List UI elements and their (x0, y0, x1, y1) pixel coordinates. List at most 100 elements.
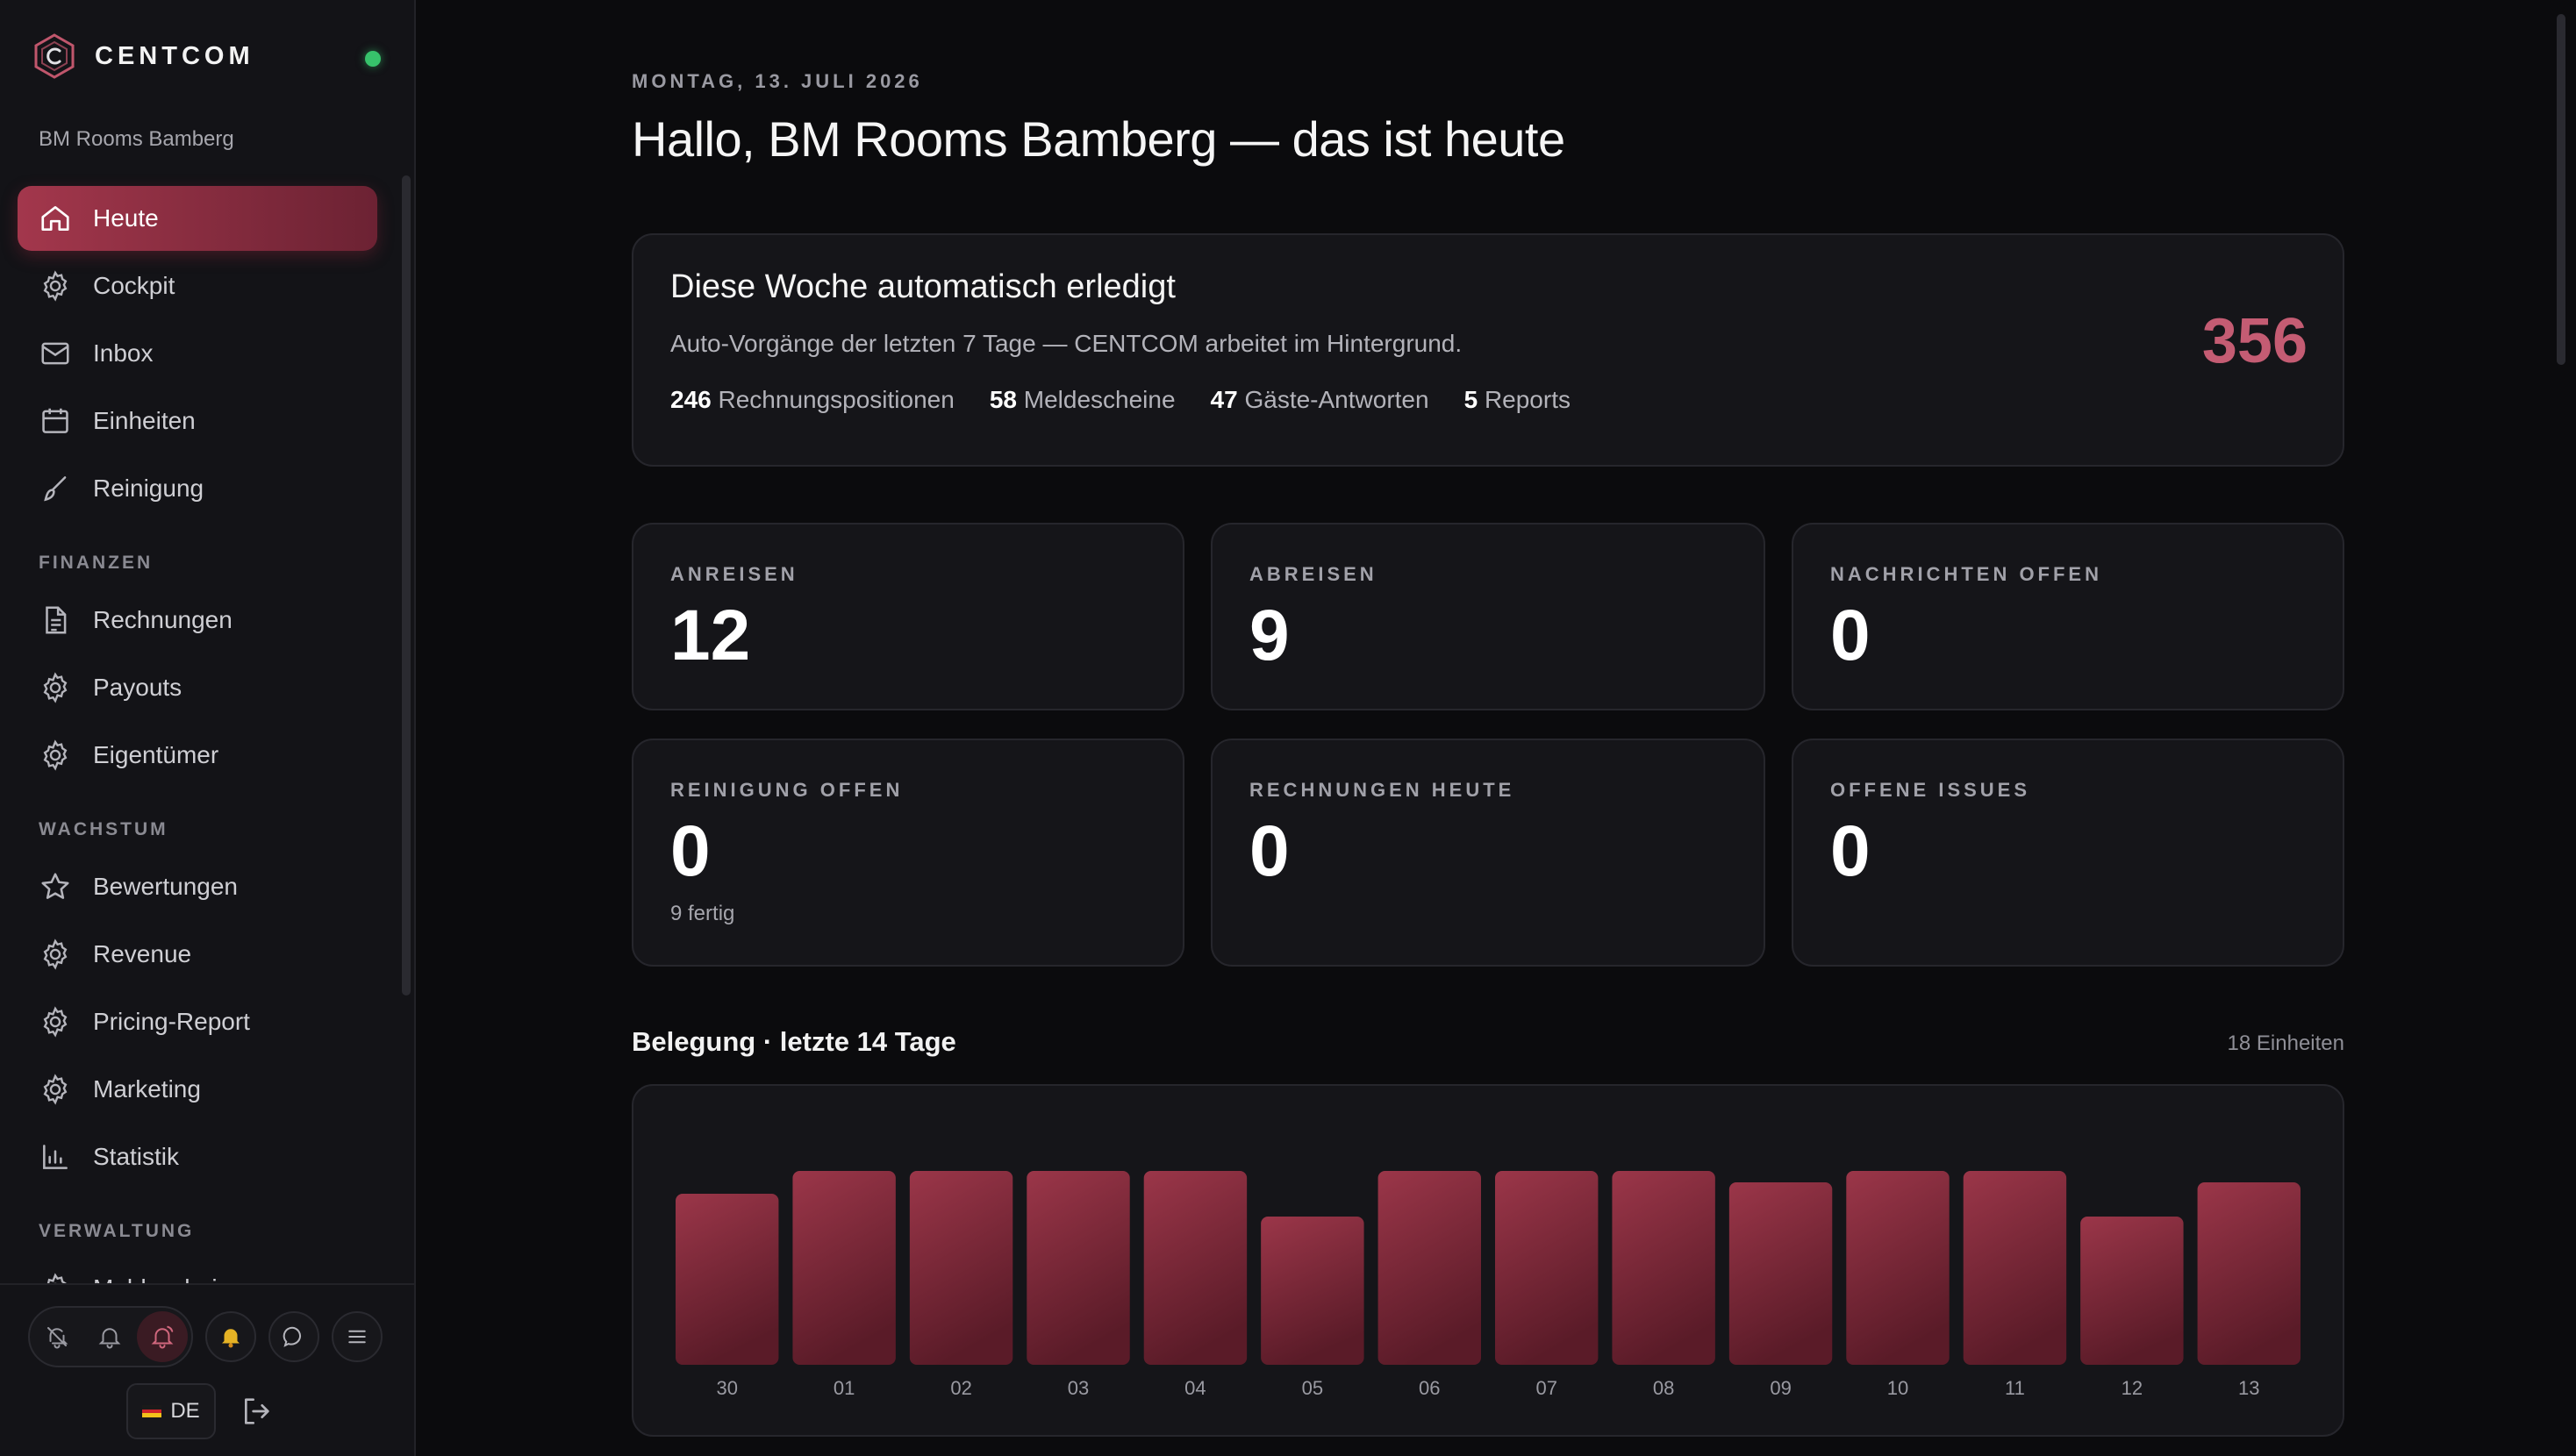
x-tick-label: 12 (2122, 1377, 2143, 1399)
automation-stat-item: 5 Reports (1463, 386, 1571, 413)
x-tick-label: 01 (834, 1377, 855, 1399)
kpi-value: 9 (1249, 596, 1290, 675)
x-tick-label: 30 (716, 1377, 737, 1399)
page-scrollbar[interactable] (2557, 14, 2565, 365)
sidebar-item-label: Revenue (93, 940, 192, 967)
kpi-card-abreisen[interactable]: ABREISEN 9 (1211, 523, 1765, 710)
sidebar-item-label: Inbox (93, 339, 154, 367)
automation-stat-item: 246 Rechnungspositionen (670, 386, 955, 413)
kpi-label: ABREISEN (1249, 563, 1377, 585)
nav-section-verwaltung: VERWALTUNG (39, 1221, 195, 1241)
kpi-value: 12 (670, 596, 751, 675)
kpi-card-offene-issues[interactable]: OFFENE ISSUES 0 (1792, 739, 2344, 967)
occupancy-bar[interactable] (1143, 1171, 1248, 1365)
occupancy-bar-chart: 30 01 02 03 04 05 06 07 08 09 10 11 12 13 (676, 1171, 2301, 1399)
language-switch-button[interactable]: DE (126, 1383, 216, 1439)
logout-icon[interactable] (239, 1394, 274, 1429)
gear-icon (43, 1074, 68, 1105)
sidebar-item-revenue[interactable]: Revenue (18, 922, 377, 987)
sidebar-item-statistik[interactable]: Statistik (18, 1124, 377, 1189)
sidebar-item-label: Cockpit (93, 272, 175, 299)
occupancy-title: Belegung · letzte 14 Tage (632, 1026, 956, 1057)
occupancy-bar[interactable] (1377, 1171, 1481, 1365)
sidebar-scrollbar[interactable] (402, 175, 411, 996)
alerts-button[interactable] (205, 1311, 256, 1362)
sidebar-item-label: Eigentümer (93, 741, 219, 768)
occupancy-bar[interactable] (1261, 1217, 1364, 1365)
mail-icon (41, 342, 69, 365)
x-tick-label: 06 (1419, 1377, 1440, 1399)
bell-icon (98, 1328, 121, 1349)
occupancy-bar[interactable] (676, 1194, 779, 1365)
kpi-value: 0 (1830, 596, 1871, 675)
sidebar-item-marketing[interactable]: Marketing (18, 1057, 377, 1122)
occupancy-bar[interactable] (1728, 1182, 1833, 1365)
occupancy-bar[interactable] (1963, 1171, 2067, 1365)
automation-subtitle: Auto-Vorgänge der letzten 7 Tage — CENTC… (670, 330, 1463, 357)
automation-summary-card: Diese Woche automatisch erledigt Auto-Vo… (632, 233, 2344, 467)
kpi-value: 0 (1249, 811, 1290, 891)
bell-off-icon (47, 1327, 68, 1349)
occupancy-bar[interactable] (909, 1171, 1013, 1365)
sidebar-footer: DE (0, 1283, 414, 1456)
brush-icon (44, 476, 67, 502)
sidebar-item-heute[interactable]: Heute (18, 186, 377, 251)
occupancy-bar[interactable] (1846, 1171, 1950, 1365)
gear-icon (43, 672, 68, 703)
kpi-card-rechnungen-heute[interactable]: RECHNUNGEN HEUTE 0 (1211, 739, 1765, 967)
home-icon (41, 205, 69, 232)
automation-stat-item: 58 Meldescheine (989, 386, 1176, 413)
kpi-value: 0 (670, 811, 711, 891)
sidebar-item-label: Bewertungen (93, 873, 239, 900)
automation-stat-item: 47 Gäste-Antworten (1210, 386, 1429, 413)
occupancy-bar[interactable] (2080, 1217, 2184, 1365)
x-tick-label: 04 (1184, 1377, 1206, 1399)
page-title: Hallo, BM Rooms Bamberg — das ist heute (632, 111, 1565, 167)
sidebar-item-label: Einheiten (93, 407, 196, 434)
bell-ring-icon (151, 1325, 174, 1349)
nav-section-finanzen: FINANZEN (39, 553, 154, 573)
notifications-off-button[interactable] (32, 1311, 82, 1362)
sidebar-item-reinigung[interactable]: Reinigung (18, 456, 377, 521)
occupancy-bar[interactable] (2197, 1182, 2301, 1365)
notifications-ring-button[interactable] (137, 1311, 188, 1362)
occupancy-bar[interactable] (792, 1171, 896, 1365)
notifications-on-button[interactable] (84, 1311, 135, 1362)
chat-button[interactable] (268, 1311, 319, 1362)
menu-button[interactable] (332, 1311, 383, 1362)
sidebar-item-bewertungen[interactable]: Bewertungen (18, 854, 377, 919)
brand[interactable]: CENTCOM (33, 33, 254, 79)
brand-name: CENTCOM (95, 41, 254, 70)
sidebar-item-einheiten[interactable]: Einheiten (18, 389, 377, 453)
automation-title: Diese Woche automatisch erledigt (670, 268, 1176, 305)
kpi-card-reinigung-offen[interactable]: REINIGUNG OFFEN 0 9 fertig (632, 739, 1184, 967)
occupancy-bar[interactable] (1612, 1171, 1715, 1365)
sidebar-item-label: Heute (93, 204, 159, 232)
nav-section-wachstum: WACHSTUM (39, 819, 168, 839)
kpi-card-anreisen[interactable]: ANREISEN 12 (632, 523, 1184, 710)
x-tick-label: 13 (2238, 1377, 2259, 1399)
occupancy-chart-card: 30 01 02 03 04 05 06 07 08 09 10 11 12 13 (632, 1084, 2344, 1437)
star-icon (41, 873, 69, 899)
sidebar-item-label: Rechnungen (93, 606, 233, 633)
occupancy-bar[interactable] (1027, 1171, 1130, 1365)
menu-icon (348, 1330, 366, 1344)
automation-stats: 246 Rechnungspositionen 58 Meldescheine … (670, 386, 1571, 414)
sidebar-item-payouts[interactable]: Payouts (18, 655, 377, 720)
sidebar-item-rechnungen[interactable]: Rechnungen (18, 588, 377, 653)
occupancy-bar[interactable] (1495, 1171, 1599, 1365)
x-tick-label: 10 (1887, 1377, 1908, 1399)
kpi-card-nachrichten-offen[interactable]: NACHRICHTEN OFFEN 0 (1792, 523, 2344, 710)
document-icon (46, 606, 67, 634)
sidebar-item-label: Pricing-Report (93, 1008, 250, 1035)
occupancy-unit-count: 18 Einheiten (2227, 1031, 2344, 1055)
organization-name: BM Rooms Bamberg (39, 127, 234, 151)
x-tick-label: 07 (1535, 1377, 1556, 1399)
sidebar-item-inbox[interactable]: Inbox (18, 321, 377, 386)
sidebar-item-pricing-report[interactable]: Pricing-Report (18, 989, 377, 1054)
current-date: MONTAG, 13. JULI 2026 (632, 70, 923, 92)
kpi-label: RECHNUNGEN HEUTE (1249, 779, 1515, 801)
sidebar-item-cockpit[interactable]: Cockpit (18, 253, 377, 318)
sidebar-item-eigentuemer[interactable]: Eigentümer (18, 723, 377, 788)
calendar-icon (42, 408, 68, 433)
